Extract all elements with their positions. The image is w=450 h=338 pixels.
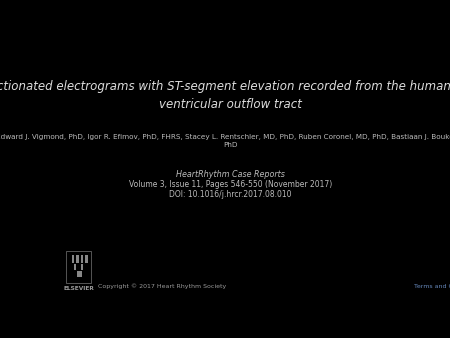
Bar <box>76 255 79 263</box>
Bar <box>81 264 83 270</box>
Text: ELSEVIER: ELSEVIER <box>63 286 94 291</box>
Text: Edward J. Vigmond, PhD, Igor R. Efimov, PhD, FHRS, Stacey L. Rentschler, MD, PhD: Edward J. Vigmond, PhD, Igor R. Efimov, … <box>0 134 450 148</box>
Text: Copyright © 2017 Heart Rhythm Society: Copyright © 2017 Heart Rhythm Society <box>98 284 228 289</box>
Bar <box>66 251 91 283</box>
Bar <box>72 255 74 263</box>
Bar <box>77 271 82 277</box>
Text: HeartRhythm Case Reports: HeartRhythm Case Reports <box>176 170 285 179</box>
Bar <box>81 255 83 263</box>
Text: Volume 3, Issue 11, Pages 546-550 (November 2017): Volume 3, Issue 11, Pages 546-550 (Novem… <box>129 180 332 189</box>
Text: Fractionated electrograms with ST-segment elevation recorded from the human righ: Fractionated electrograms with ST-segmen… <box>0 80 450 111</box>
Text: Terms and Conditions: Terms and Conditions <box>414 284 450 289</box>
Text: DOI: 10.1016/j.hrcr.2017.08.010: DOI: 10.1016/j.hrcr.2017.08.010 <box>169 190 292 199</box>
Bar <box>74 264 76 270</box>
Bar <box>85 255 88 263</box>
